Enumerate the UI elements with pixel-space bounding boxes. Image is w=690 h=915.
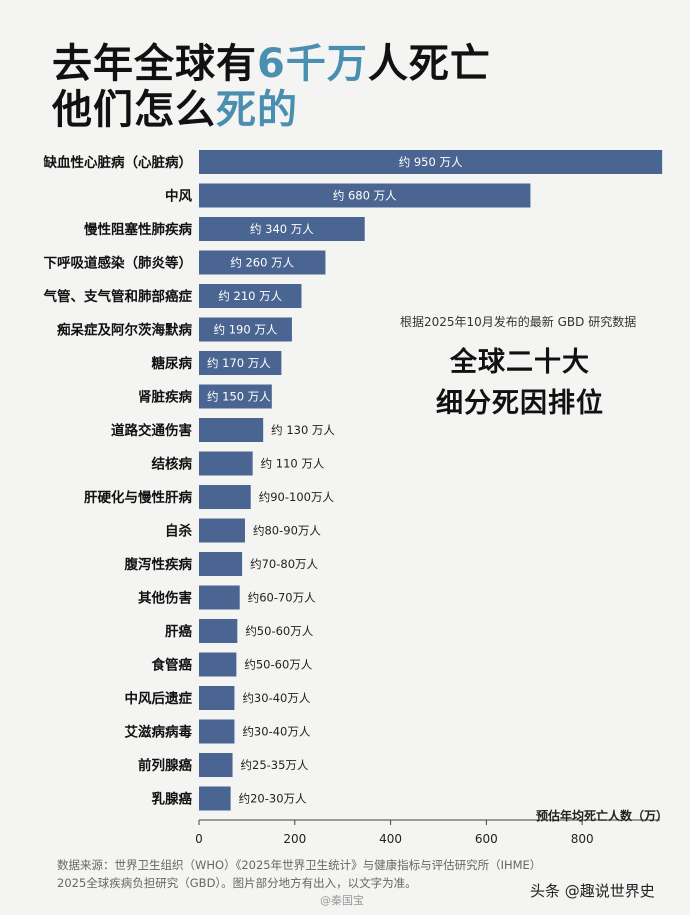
- bar: [199, 150, 663, 174]
- data-label: 约60-70万人: [248, 591, 316, 605]
- category-label: 自杀: [165, 523, 192, 540]
- data-label: 约 340 万人: [250, 222, 314, 236]
- category-label: 道路交通伤害: [111, 422, 192, 439]
- data-label: 约50-60万人: [245, 624, 313, 638]
- bar: [199, 183, 531, 208]
- bar: [199, 686, 235, 710]
- title-text: 去年全球有: [52, 41, 257, 87]
- data-source-note: 根据2025年10月发布的最新 GBD 研究数据: [400, 315, 637, 329]
- headline-line-1: 全球二十大: [450, 347, 590, 378]
- bar: [199, 652, 237, 677]
- bar: [199, 451, 253, 476]
- x-tick-label: 600: [475, 832, 498, 846]
- data-label: 约 210 万人: [218, 289, 282, 303]
- bar: [199, 585, 240, 610]
- bar: [199, 719, 235, 744]
- bar: [199, 250, 326, 275]
- category-label: 糖尿病: [152, 355, 193, 372]
- data-label: 约 950 万人: [399, 155, 463, 169]
- bar: [199, 418, 264, 442]
- category-label: 其他伤害: [138, 590, 192, 607]
- bar: [199, 317, 292, 342]
- category-label: 肝癌: [165, 623, 192, 640]
- category-label: 肾脏疾病: [138, 389, 192, 406]
- watermark: 头条 @趣说世界史: [530, 882, 655, 900]
- category-label: 结核病: [152, 456, 193, 473]
- category-label: 前列腺癌: [138, 757, 192, 774]
- watermark-secondary: @秦国宝: [320, 894, 364, 907]
- bar: [199, 351, 282, 375]
- title-line-1: 去年全球有6千万人死亡: [52, 40, 491, 88]
- title-text: 人死亡: [367, 41, 491, 87]
- bar: [199, 485, 251, 509]
- headline-line-2: 细分死因排位: [436, 388, 604, 419]
- data-label: 约70-80万人: [250, 557, 318, 571]
- category-label: 乳腺癌: [152, 791, 193, 808]
- category-label: 肝硬化与慢性肝病: [84, 489, 192, 506]
- bar: [199, 619, 238, 643]
- data-label: 约30-40万人: [242, 691, 310, 705]
- source-line-2: 2025全球疾病负担研究（GBD）。图片部分地方有出入，以文字为准。: [57, 876, 417, 890]
- data-label: 约20-30万人: [239, 792, 307, 806]
- title-highlight: 死的: [216, 87, 298, 133]
- data-label: 约 170 万人: [207, 356, 271, 370]
- title-line-2: 他们怎么死的: [52, 86, 298, 134]
- bar: [199, 552, 243, 576]
- data-label: 约80-90万人: [253, 524, 321, 538]
- bar: [199, 786, 231, 811]
- bar: [199, 753, 233, 777]
- category-label: 气管、支气管和肺部癌症: [43, 288, 193, 305]
- data-label: 约 150 万人: [207, 390, 271, 404]
- data-label: 约25-35万人: [241, 758, 309, 772]
- bar: [199, 284, 302, 308]
- category-label: 痴呆症及阿尔茨海默病: [57, 322, 192, 339]
- category-label: 下呼吸道感染（肺炎等）: [44, 255, 193, 272]
- bar: [199, 217, 365, 241]
- bar: [199, 384, 272, 409]
- data-label: 约50-60万人: [244, 658, 312, 672]
- title-text: 他们怎么: [52, 87, 216, 133]
- category-label: 中风后遗症: [125, 690, 193, 707]
- category-label: 腹泻性疾病: [125, 556, 193, 573]
- category-label: 慢性阻塞性肺疾病: [84, 221, 192, 238]
- x-tick-label: 200: [283, 832, 306, 846]
- title-highlight: 6千万: [257, 41, 368, 87]
- category-label: 食管癌: [152, 657, 193, 674]
- bar: [199, 518, 245, 543]
- data-label: 约 110 万人: [261, 457, 325, 471]
- data-label: 约 130 万人: [271, 423, 335, 437]
- x-tick-label: 400: [379, 832, 402, 846]
- category-label: 缺血性心脏病（心脏病）: [44, 154, 193, 171]
- x-tick-label: 800: [571, 832, 594, 846]
- source-line-1: 数据来源：世界卫生组织（WHO）《2025年世界卫生统计》与健康指标与评估研究所…: [57, 858, 542, 872]
- data-label: 约 260 万人: [230, 256, 294, 270]
- data-label: 约30-40万人: [242, 725, 310, 739]
- data-label: 约90-100万人: [259, 490, 335, 504]
- category-label: 中风: [165, 188, 192, 205]
- data-label: 约 680 万人: [333, 189, 397, 203]
- x-axis-title: 预估年均死亡人数（万）: [536, 808, 668, 823]
- x-tick-label: 0: [195, 832, 203, 846]
- data-label: 约 190 万人: [214, 323, 278, 337]
- category-label: 艾滋病病毒: [125, 724, 193, 741]
